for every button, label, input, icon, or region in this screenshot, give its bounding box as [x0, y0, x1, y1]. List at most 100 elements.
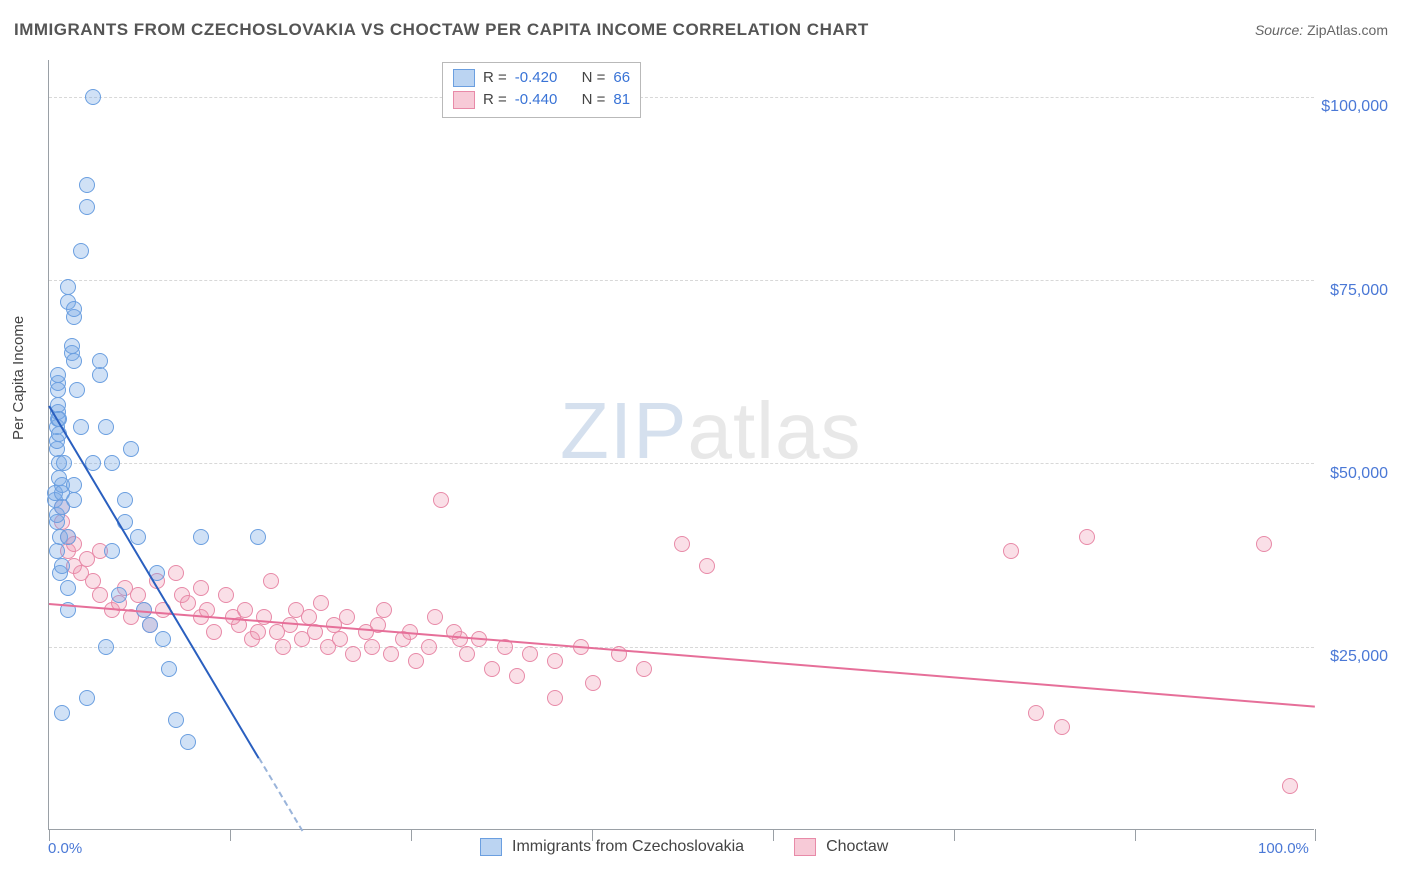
bottom-legend: Immigrants from Czechoslovakia Choctaw [480, 838, 888, 856]
pink-point [509, 668, 525, 684]
pink-point [130, 587, 146, 603]
source-attribution: Source: ZipAtlas.com [1255, 22, 1388, 38]
pink-point [459, 646, 475, 662]
swatch-pink-icon [453, 91, 475, 109]
gridline [49, 647, 1314, 648]
blue-point [69, 382, 85, 398]
blue-point [98, 419, 114, 435]
pink-point [547, 653, 563, 669]
pink-point [313, 595, 329, 611]
stats-row-pink: R = -0.440 N = 81 [453, 89, 630, 111]
pink-point [522, 646, 538, 662]
blue-point [79, 690, 95, 706]
chart-title: IMMIGRANTS FROM CZECHOSLOVAKIA VS CHOCTA… [14, 20, 869, 40]
plot-area [48, 60, 1314, 830]
blue-point [161, 661, 177, 677]
stats-row-blue: R = -0.420 N = 66 [453, 67, 630, 89]
n-value-pink: 81 [613, 89, 630, 111]
pink-point [168, 565, 184, 581]
pink-point [332, 631, 348, 647]
x-tick-label: 100.0% [1258, 840, 1309, 857]
r-value-blue: -0.420 [515, 67, 558, 89]
pink-point [452, 631, 468, 647]
pink-point [433, 492, 449, 508]
blue-trend-extrapolation [258, 757, 303, 831]
pink-point [1003, 543, 1019, 559]
pink-point [427, 609, 443, 625]
blue-point [73, 419, 89, 435]
pink-point [345, 646, 361, 662]
gridline [49, 280, 1314, 281]
pink-point [376, 602, 392, 618]
blue-point [168, 712, 184, 728]
y-tick-label: $100,000 [1321, 98, 1388, 116]
pink-point [288, 602, 304, 618]
blue-point [73, 243, 89, 259]
blue-point [66, 492, 82, 508]
pink-trend-line [49, 603, 1315, 708]
r-label: R = [483, 67, 507, 89]
y-tick-label: $75,000 [1330, 282, 1388, 300]
y-tick-label: $25,000 [1330, 648, 1388, 666]
blue-point [85, 89, 101, 105]
blue-trend-line [48, 405, 259, 758]
blue-point [104, 543, 120, 559]
pink-point [408, 653, 424, 669]
pink-point [636, 661, 652, 677]
source-label: Source: [1255, 22, 1303, 38]
pink-point [1282, 778, 1298, 794]
blue-point [98, 639, 114, 655]
blue-point [180, 734, 196, 750]
blue-point [50, 367, 66, 383]
pink-point [421, 639, 437, 655]
pink-point [547, 690, 563, 706]
legend-label-blue: Immigrants from Czechoslovakia [512, 838, 744, 856]
r-value-pink: -0.440 [515, 89, 558, 111]
pink-point [263, 573, 279, 589]
pink-point [383, 646, 399, 662]
pink-point [85, 573, 101, 589]
x-tick [411, 829, 412, 841]
blue-point [56, 455, 72, 471]
pink-point [1054, 719, 1070, 735]
pink-point [1028, 705, 1044, 721]
pink-point [699, 558, 715, 574]
blue-point [123, 441, 139, 457]
blue-point [117, 492, 133, 508]
pink-point [1079, 529, 1095, 545]
x-tick [1315, 829, 1316, 841]
blue-point [104, 455, 120, 471]
blue-point [54, 705, 70, 721]
r-label: R = [483, 89, 507, 111]
blue-point [60, 529, 76, 545]
blue-point [79, 199, 95, 215]
pink-point [180, 595, 196, 611]
swatch-blue-icon [453, 69, 475, 87]
stats-legend-box: R = -0.420 N = 66 R = -0.440 N = 81 [442, 62, 641, 118]
pink-point [275, 639, 291, 655]
blue-point [54, 558, 70, 574]
blue-point [49, 543, 65, 559]
blue-point [193, 529, 209, 545]
gridline [49, 97, 1314, 98]
blue-point [66, 301, 82, 317]
y-axis-label: Per Capita Income [10, 316, 27, 440]
n-label: N = [582, 67, 606, 89]
blue-point [111, 587, 127, 603]
blue-point [92, 367, 108, 383]
blue-point [66, 353, 82, 369]
blue-point [92, 353, 108, 369]
pink-point [585, 675, 601, 691]
pink-point [206, 624, 222, 640]
legend-label-pink: Choctaw [826, 838, 888, 856]
blue-point [60, 279, 76, 295]
x-tick [1135, 829, 1136, 841]
x-tick-label: 0.0% [48, 840, 82, 857]
swatch-blue-icon [480, 838, 502, 856]
pink-point [364, 639, 380, 655]
n-label: N = [582, 89, 606, 111]
blue-point [250, 529, 266, 545]
pink-point [92, 587, 108, 603]
source-value: ZipAtlas.com [1307, 22, 1388, 38]
pink-point [218, 587, 234, 603]
